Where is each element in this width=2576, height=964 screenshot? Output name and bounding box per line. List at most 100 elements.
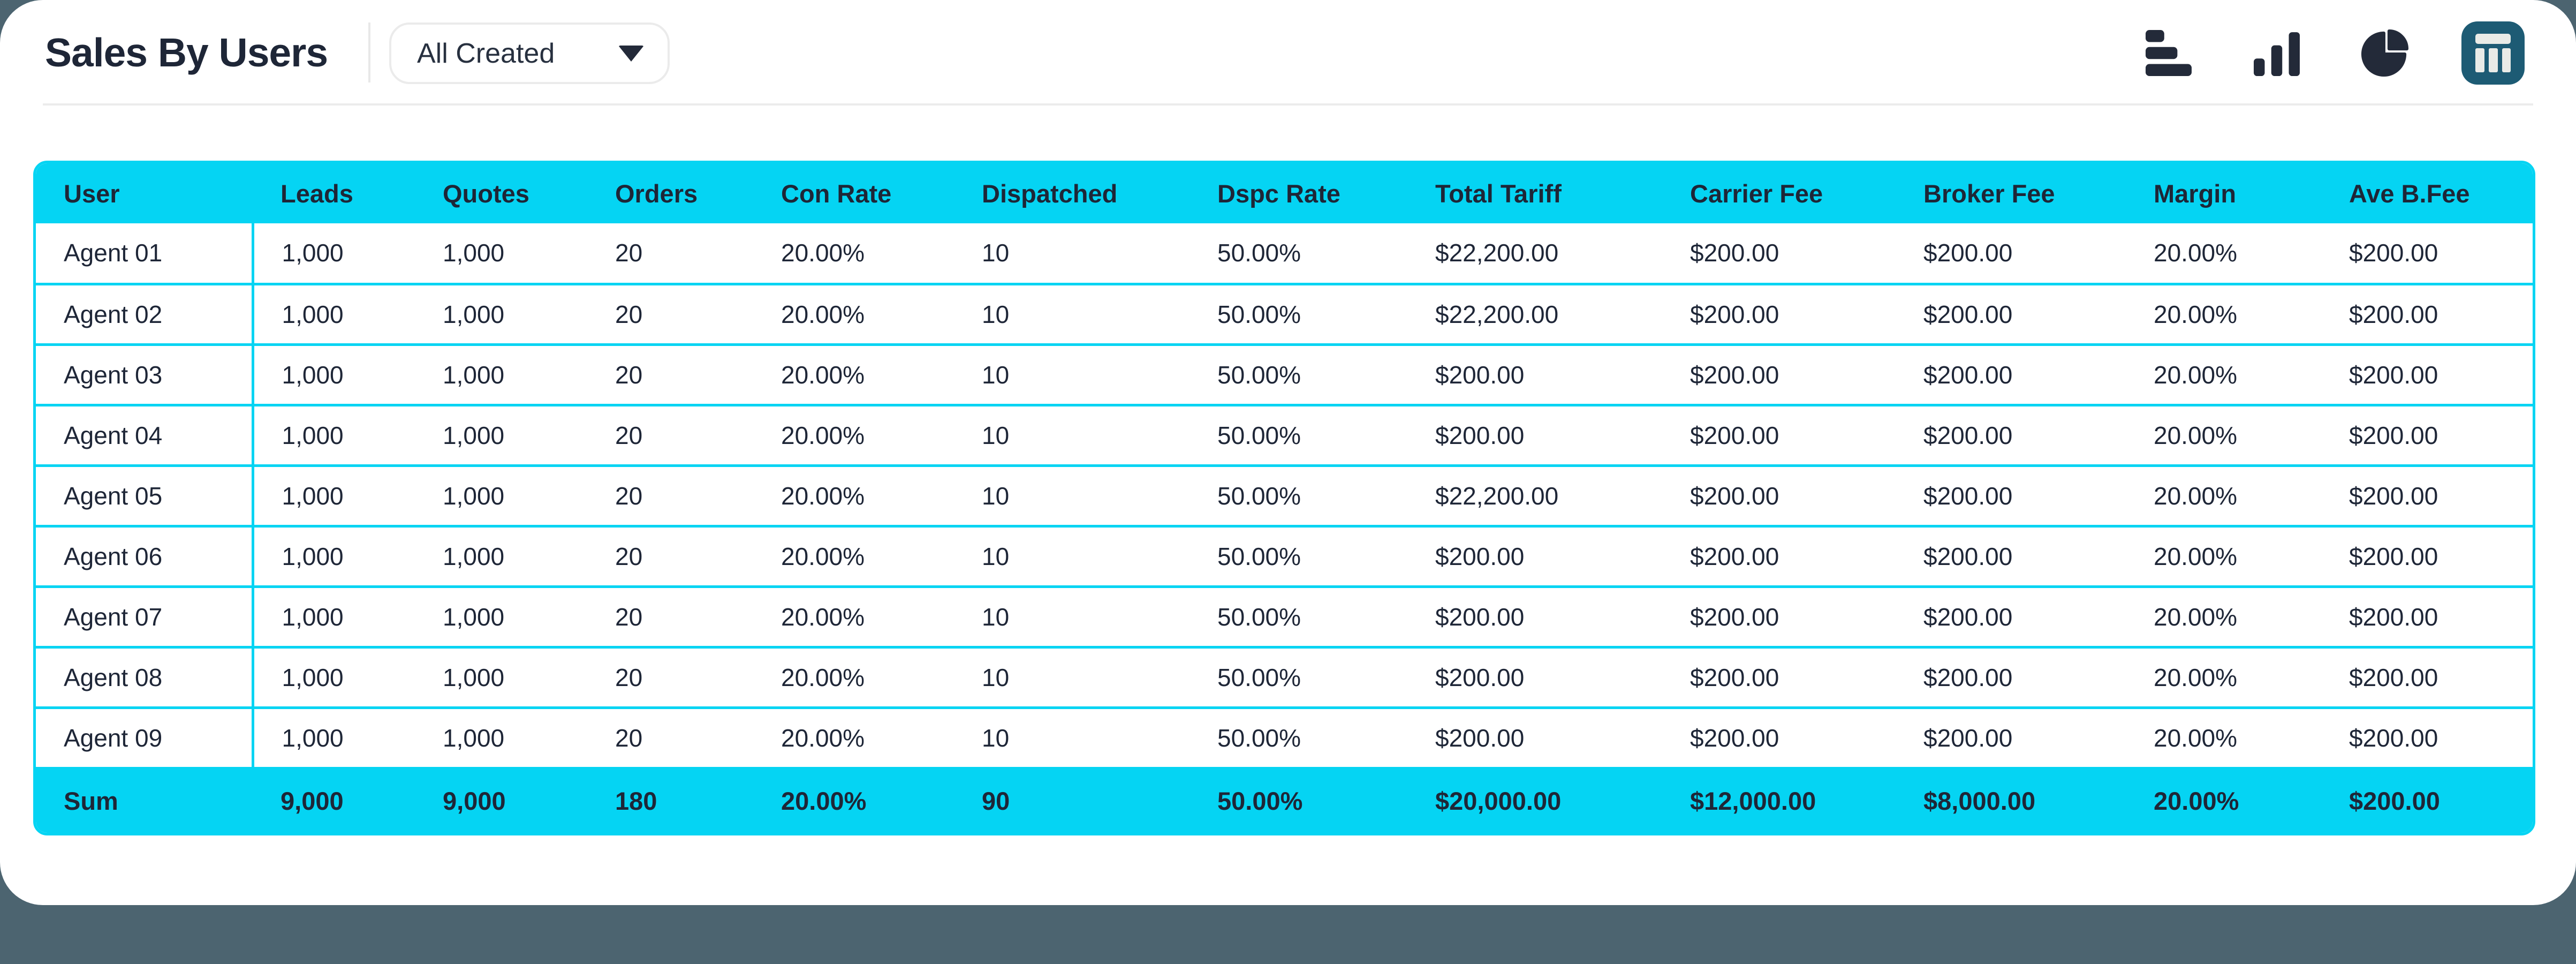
- bar-chart-icon: [2254, 30, 2300, 76]
- table-cell: 20.00%: [2126, 586, 2321, 649]
- table-cell: 50.00%: [1189, 465, 1407, 528]
- table-cell: 20.00%: [753, 647, 954, 709]
- table-cell: $200.00: [1407, 344, 1662, 406]
- table-cell: 1,000: [415, 526, 587, 588]
- column-header: Orders: [587, 163, 753, 223]
- table-cell: $200.00: [1662, 465, 1896, 528]
- table-cell: 10: [954, 405, 1189, 467]
- sum-cell: 50.00%: [1189, 768, 1407, 833]
- table-cell: 1,000: [253, 223, 415, 285]
- column-header: Margin: [2126, 163, 2321, 223]
- table-sum-row: Sum 9,000 9,000 180 20.00% 90 50.00% $20,000.00…: [36, 768, 2533, 833]
- table-cell: 20.00%: [2126, 223, 2321, 285]
- table-cell: 1,000: [253, 586, 415, 649]
- table-cell: 50.00%: [1189, 405, 1407, 467]
- table-cell: 20.00%: [2126, 344, 2321, 406]
- view-button-table[interactable]: [2461, 21, 2525, 85]
- column-header: Carrier Fee: [1662, 163, 1896, 223]
- table-cell: 1,000: [415, 284, 587, 346]
- pie-chart-icon: [2360, 28, 2410, 78]
- sum-cell: Sum: [36, 768, 253, 833]
- table-row: Agent 06 1,000 1,000 20 20.00% 10 50.00% $200.0…: [36, 526, 2533, 588]
- header-divider: [43, 103, 2533, 106]
- column-header: Leads: [253, 163, 415, 223]
- view-button-pie-chart[interactable]: [2353, 21, 2416, 85]
- table-cell: 1,000: [253, 405, 415, 467]
- table-cell: 10: [954, 284, 1189, 346]
- table-cell: 20.00%: [2126, 405, 2321, 467]
- table-cell: $22,200.00: [1407, 284, 1662, 346]
- table-cell: $22,200.00: [1407, 223, 1662, 285]
- table-cell: 10: [954, 526, 1189, 588]
- table-cell: 10: [954, 223, 1189, 285]
- table-cell: 50.00%: [1189, 707, 1407, 770]
- table-cell: $200.00: [1662, 586, 1896, 649]
- table-cell: Agent 04: [36, 405, 254, 467]
- table-cell: 20.00%: [753, 405, 954, 467]
- table-cell: Agent 07: [36, 586, 254, 649]
- table-cell: 1,000: [253, 465, 415, 528]
- table-cell: $200.00: [1896, 405, 2126, 467]
- table-cell: $200.00: [1896, 223, 2126, 285]
- table-cell: Agent 08: [36, 647, 254, 709]
- table-cell: 10: [954, 586, 1189, 649]
- view-button-funnel-chart[interactable]: [2137, 21, 2200, 85]
- table-cell: 1,000: [415, 223, 587, 285]
- table-row: Agent 08 1,000 1,000 20 20.00% 10 50.00% $200.0…: [36, 647, 2533, 709]
- table-cell: 50.00%: [1189, 284, 1407, 346]
- view-button-bar-chart[interactable]: [2245, 21, 2308, 85]
- sum-cell: 20.00%: [753, 768, 954, 833]
- table-cell: 1,000: [415, 344, 587, 406]
- table-cell: 10: [954, 647, 1189, 709]
- table-cell: $200.00: [1896, 586, 2126, 649]
- sum-cell: $8,000.00: [1896, 768, 2126, 833]
- table-row: Agent 03 1,000 1,000 20 20.00% 10 50.00% $200.0…: [36, 344, 2533, 406]
- table-cell: $200.00: [1896, 647, 2126, 709]
- table-cell: 50.00%: [1189, 586, 1407, 649]
- sum-cell: $12,000.00: [1662, 768, 1896, 833]
- column-header: Ave B.Fee: [2321, 163, 2533, 223]
- table-cell: $200.00: [2321, 405, 2533, 467]
- sum-cell: 20.00%: [2126, 768, 2321, 833]
- table-row: Agent 01 1,000 1,000 20 20.00% 10 50.00% $22,20…: [36, 223, 2533, 285]
- table-cell: 1,000: [415, 647, 587, 709]
- table-cell: 1,000: [253, 344, 415, 406]
- table-cell: $200.00: [2321, 223, 2533, 285]
- table-cell: $200.00: [2321, 526, 2533, 588]
- column-header: Quotes: [415, 163, 587, 223]
- table-cell: $200.00: [1407, 586, 1662, 649]
- view-switcher: [2137, 17, 2525, 89]
- table-cell: 20.00%: [2126, 284, 2321, 346]
- table-cell: Agent 02: [36, 284, 254, 346]
- table-row: Agent 07 1,000 1,000 20 20.00% 10 50.00% $200.0…: [36, 586, 2533, 649]
- chevron-down-icon: [618, 45, 644, 62]
- table-cell: $200.00: [1896, 465, 2126, 528]
- table-cell: $200.00: [2321, 586, 2533, 649]
- sum-cell: 9,000: [253, 768, 415, 833]
- table-cell: 20.00%: [753, 707, 954, 770]
- table-cell: Agent 03: [36, 344, 254, 406]
- table-cell: $200.00: [1662, 526, 1896, 588]
- table-cell: $200.00: [2321, 707, 2533, 770]
- table-header-row: User Leads Quotes Orders Con Rate Dispatched D…: [36, 163, 2533, 223]
- table-cell: $200.00: [1407, 526, 1662, 588]
- table-cell: $200.00: [1896, 344, 2126, 406]
- table-row: Agent 04 1,000 1,000 20 20.00% 10 50.00% $200.0…: [36, 405, 2533, 467]
- widget-header: Sales By Users All Created: [0, 0, 2576, 106]
- title-divider: [368, 22, 370, 82]
- table-cell: 10: [954, 344, 1189, 406]
- column-header: Dspc Rate: [1189, 163, 1407, 223]
- table-cell: $200.00: [2321, 344, 2533, 406]
- table-cell: $22,200.00: [1407, 465, 1662, 528]
- table-cell: 20.00%: [753, 344, 954, 406]
- table-cell: 20.00%: [2126, 707, 2321, 770]
- table-cell: 1,000: [415, 465, 587, 528]
- filter-dropdown[interactable]: All Created: [389, 22, 670, 84]
- table-cell: 20.00%: [2126, 647, 2321, 709]
- table-cell: 20: [587, 344, 753, 406]
- table-cell: $200.00: [2321, 647, 2533, 709]
- sum-cell: $200.00: [2321, 768, 2533, 833]
- table-cell: $200.00: [1662, 284, 1896, 346]
- table-row: Agent 09 1,000 1,000 20 20.00% 10 50.00% $200.0…: [36, 707, 2533, 770]
- table-cell: $200.00: [1896, 707, 2126, 770]
